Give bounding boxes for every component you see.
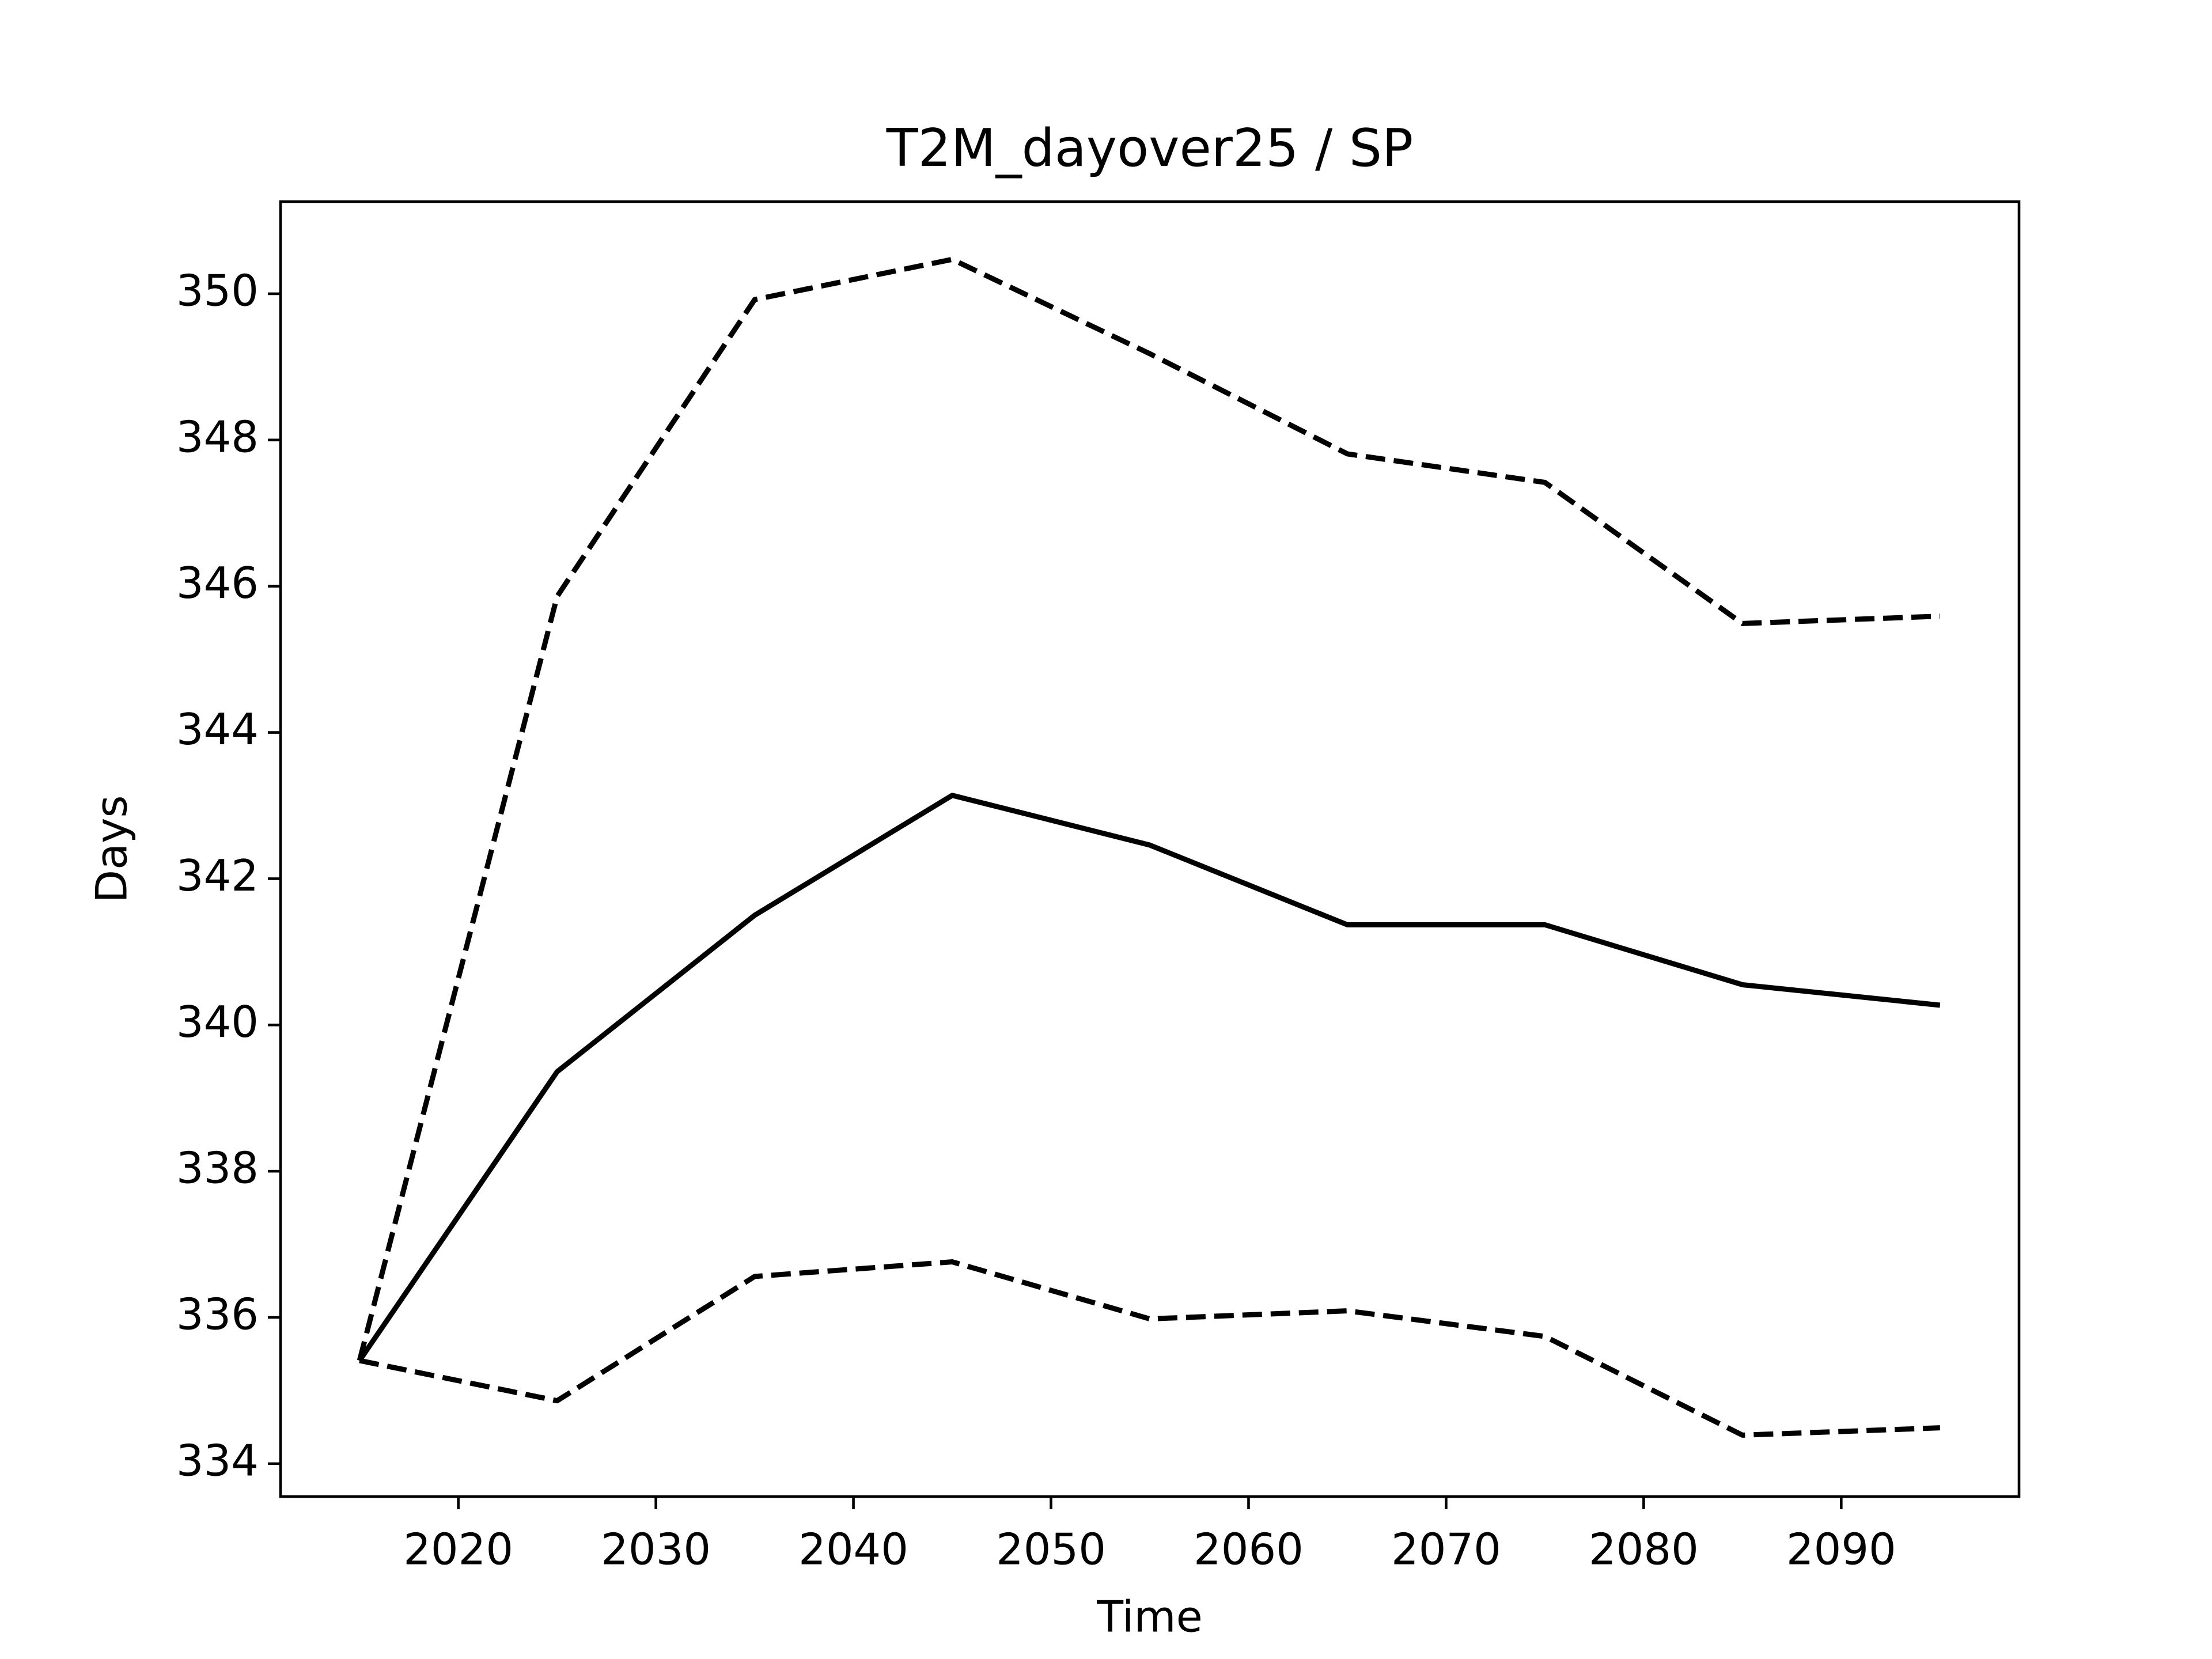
x-tick-label: 2050 <box>996 1524 1106 1575</box>
axes-frame <box>279 200 2021 1498</box>
x-tick-label: 2070 <box>1391 1524 1501 1575</box>
x-axis-label: Time <box>1096 1592 1203 1642</box>
y-tick-label: 334 <box>176 1435 259 1486</box>
data-line <box>357 256 1940 1362</box>
y-tick-label: 338 <box>176 1143 259 1194</box>
x-tick-label: 2060 <box>1194 1524 1304 1575</box>
x-tick-label: 2040 <box>798 1524 908 1575</box>
data-line <box>357 793 1941 1362</box>
y-tick-label: 350 <box>176 265 259 316</box>
y-tick-label: 348 <box>176 411 259 462</box>
y-tick-label: 344 <box>176 704 259 755</box>
y-tick-label: 346 <box>176 558 259 608</box>
x-tick-label: 2020 <box>403 1524 513 1575</box>
y-tick-label: 340 <box>176 997 259 1047</box>
y-tick-label: 342 <box>176 850 259 901</box>
y-axis-label: Days <box>86 795 137 903</box>
x-tick-label: 2030 <box>601 1524 711 1575</box>
x-tick-label: 2090 <box>1786 1524 1896 1575</box>
data-line <box>359 1259 1940 1438</box>
chart-title: T2M_dayover25 / SP <box>886 118 1414 179</box>
y-tick-label: 336 <box>176 1289 259 1340</box>
x-tick-label: 2080 <box>1589 1524 1699 1575</box>
